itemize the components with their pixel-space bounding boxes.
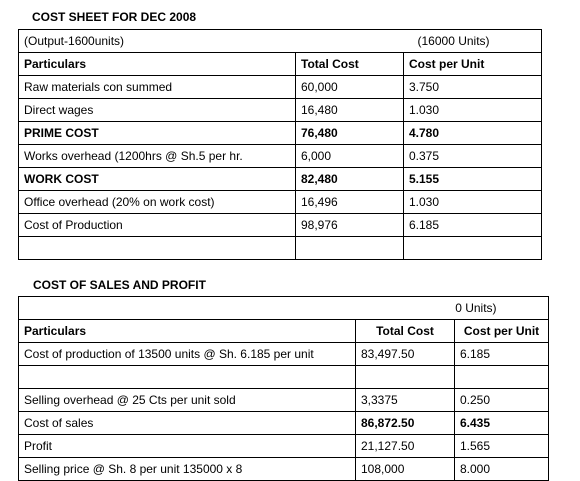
per-unit-cell: 8.000 bbox=[454, 457, 549, 481]
cost-sheet-header-row: Particulars Total Cost Cost per Unit bbox=[18, 52, 542, 76]
blank-cell bbox=[295, 236, 404, 260]
per-unit-cell: 6.435 bbox=[454, 411, 549, 435]
units-label: (13500 Units) bbox=[454, 296, 549, 320]
units-label: (16000 Units) bbox=[403, 29, 542, 53]
cost-of-sales-table: (13500 Units) Particulars Total Cost Cos… bbox=[18, 296, 549, 481]
total-cost-cell: 16,480 bbox=[295, 98, 404, 122]
blank-cell bbox=[18, 236, 296, 260]
header-total-cost: Total Cost bbox=[355, 319, 455, 343]
output-label: (Output-1600units) bbox=[18, 29, 404, 53]
table-row: Selling price @ Sh. 8 per unit 135000 x … bbox=[18, 457, 549, 481]
header-particulars: Particulars bbox=[18, 319, 356, 343]
total-cost-cell: 21,127.50 bbox=[355, 434, 455, 458]
per-unit-cell: 6.185 bbox=[403, 213, 542, 237]
total-cost-cell: 60,000 bbox=[295, 75, 404, 99]
total-cost-cell: 82,480 bbox=[295, 167, 404, 191]
total-cost-cell: 86,872.50 bbox=[355, 411, 455, 435]
particular-cell: Raw materials con summed bbox=[18, 75, 296, 99]
table-row: Cost of sales 86,872.50 6.435 bbox=[18, 411, 549, 435]
table-row: Direct wages 16,480 1.030 bbox=[18, 98, 542, 122]
units-label-text: (13500 Units) bbox=[455, 301, 497, 315]
blank-cell bbox=[18, 296, 455, 320]
per-unit-cell: 0.250 bbox=[454, 388, 549, 412]
blank-row bbox=[18, 365, 549, 389]
total-cost-cell: 3,3375 bbox=[355, 388, 455, 412]
total-cost-cell: 83,497.50 bbox=[355, 342, 455, 366]
table-row: PRIME COST 76,480 4.780 bbox=[18, 121, 542, 145]
table-row: Cost of production of 13500 units @ Sh. … bbox=[18, 342, 549, 366]
total-cost-cell: 98,976 bbox=[295, 213, 404, 237]
blank-row bbox=[18, 236, 542, 260]
per-unit-cell: 1.565 bbox=[454, 434, 549, 458]
cost-sheet-units-row: (Output-1600units) (16000 Units) bbox=[18, 29, 542, 53]
header-cost-per-unit: Cost per Unit bbox=[454, 319, 549, 343]
blank-cell bbox=[454, 365, 549, 389]
particular-cell: Cost of Production bbox=[18, 213, 296, 237]
per-unit-cell: 1.030 bbox=[403, 98, 542, 122]
table-row: Office overhead (20% on work cost) 16,49… bbox=[18, 190, 542, 214]
table-row: Cost of Production 98,976 6.185 bbox=[18, 213, 542, 237]
table-row: Selling overhead @ 25 Cts per unit sold … bbox=[18, 388, 549, 412]
total-cost-cell: 6,000 bbox=[295, 144, 404, 168]
per-unit-cell: 1.030 bbox=[403, 190, 542, 214]
table-row: Raw materials con summed 60,000 3.750 bbox=[18, 75, 542, 99]
cost-of-sales-title: COST OF SALES AND PROFIT bbox=[33, 278, 206, 292]
particular-cell: Selling overhead @ 25 Cts per unit sold bbox=[18, 388, 356, 412]
particular-cell: Direct wages bbox=[18, 98, 296, 122]
cost-sheet-title: COST SHEET FOR DEC 2008 bbox=[32, 10, 197, 24]
per-unit-cell: 4.780 bbox=[403, 121, 542, 145]
per-unit-cell: 5.155 bbox=[403, 167, 542, 191]
particular-cell: WORK COST bbox=[18, 167, 296, 191]
blank-cell bbox=[355, 365, 455, 389]
particular-cell: Office overhead (20% on work cost) bbox=[18, 190, 296, 214]
total-cost-cell: 16,496 bbox=[295, 190, 404, 214]
table-row: Works overhead (1200hrs @ Sh.5 per hr. 6… bbox=[18, 144, 542, 168]
cost-sheet-table: (Output-1600units) (16000 Units) Particu… bbox=[18, 29, 542, 260]
table-row: Profit 21,127.50 1.565 bbox=[18, 434, 549, 458]
cost-of-sales-header-row: Particulars Total Cost Cost per Unit bbox=[18, 319, 549, 343]
per-unit-cell: 0.375 bbox=[403, 144, 542, 168]
particular-cell: PRIME COST bbox=[18, 121, 296, 145]
particular-cell: Cost of production of 13500 units @ Sh. … bbox=[18, 342, 356, 366]
particular-cell: Selling price @ Sh. 8 per unit 135000 x … bbox=[18, 457, 356, 481]
cost-of-sales-units-row: (13500 Units) bbox=[18, 296, 549, 320]
particular-cell: Cost of sales bbox=[18, 411, 356, 435]
particular-cell: Works overhead (1200hrs @ Sh.5 per hr. bbox=[18, 144, 296, 168]
header-particulars: Particulars bbox=[18, 52, 296, 76]
total-cost-cell: 76,480 bbox=[295, 121, 404, 145]
particular-cell: Profit bbox=[18, 434, 356, 458]
blank-cell bbox=[403, 236, 542, 260]
header-total-cost: Total Cost bbox=[295, 52, 404, 76]
per-unit-cell: 3.750 bbox=[403, 75, 542, 99]
per-unit-cell: 6.185 bbox=[454, 342, 549, 366]
header-cost-per-unit: Cost per Unit bbox=[403, 52, 542, 76]
total-cost-cell: 108,000 bbox=[355, 457, 455, 481]
blank-cell bbox=[18, 365, 356, 389]
table-row: WORK COST 82,480 5.155 bbox=[18, 167, 542, 191]
